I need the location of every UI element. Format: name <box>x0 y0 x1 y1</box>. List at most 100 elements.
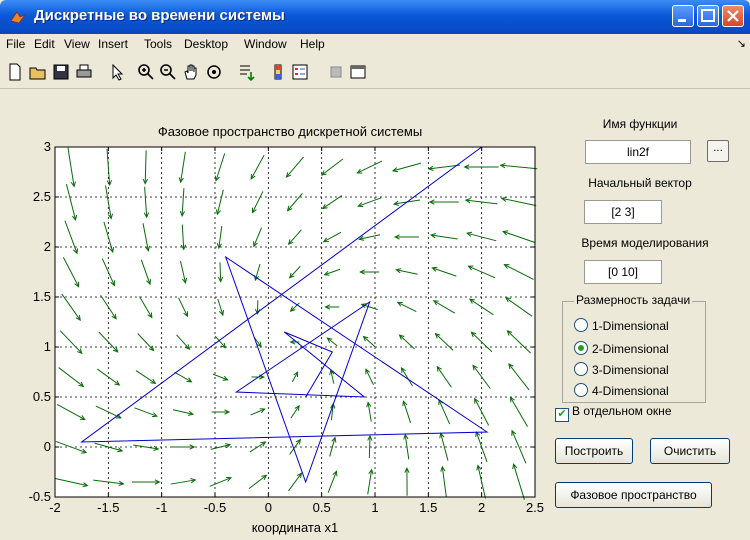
radio-3-dimensional[interactable]: 3-Dimensional <box>574 362 669 377</box>
radio-icon <box>574 318 588 332</box>
quiver-arrow-head <box>153 445 160 451</box>
menu-help[interactable]: Help <box>300 37 325 51</box>
quiver-arrow <box>438 399 451 425</box>
quiver-arrow <box>432 267 457 277</box>
quiver-arrow <box>327 471 337 493</box>
quiver-arrow <box>252 191 264 213</box>
quiver-arrow-head <box>356 168 363 174</box>
menu-file[interactable]: File <box>6 37 26 51</box>
quiver-arrow <box>396 269 418 275</box>
quiver-arrow-head <box>260 441 267 447</box>
colorbar-icon[interactable] <box>268 62 288 82</box>
quiver-arrow <box>172 409 194 415</box>
quiver-arrow-head <box>78 381 85 388</box>
print-icon[interactable] <box>74 62 94 82</box>
quiver-arrow <box>174 371 192 383</box>
quiver-arrow <box>248 474 267 490</box>
open-folder-icon[interactable] <box>28 62 48 82</box>
quiver-arrow <box>436 366 452 388</box>
quiver-arrow <box>321 158 344 176</box>
quiver-arrow-head <box>71 214 78 221</box>
quiver-arrow <box>105 185 112 219</box>
quiver-arrow <box>368 435 371 459</box>
radio-1-dimensional[interactable]: 1-Dimensional <box>574 318 669 333</box>
quiver-arrow <box>397 301 417 313</box>
maximize-button[interactable] <box>697 5 719 27</box>
x-tick-label: 1 <box>371 500 378 515</box>
quiver-arrow-head <box>256 341 262 348</box>
sim-time-field[interactable]: [0 10] <box>584 260 662 284</box>
quiver-arrow-head <box>472 364 478 371</box>
pan-hand-icon[interactable] <box>181 62 201 82</box>
minimize-button[interactable] <box>672 5 694 27</box>
quiver-arrow-head <box>404 467 410 473</box>
zoom-out-icon[interactable] <box>158 62 178 82</box>
zoom-in-icon[interactable] <box>136 62 156 82</box>
x-tick-label: 0 <box>265 500 272 515</box>
quiver-arrow <box>176 334 190 350</box>
separate-window-checkbox[interactable]: ✔ В отдельном окне <box>555 404 672 422</box>
save-icon[interactable] <box>51 62 71 82</box>
quiver-arrow <box>144 186 148 218</box>
quiver-arrow <box>367 402 372 422</box>
maximize-icon <box>701 9 715 22</box>
quiver-arrow-head <box>365 368 371 375</box>
quiver-arrow <box>181 188 185 216</box>
quiver-arrow <box>474 398 490 426</box>
phase-space-button[interactable]: Фазовое пространство <box>555 482 712 508</box>
show-plot-tools-icon[interactable] <box>348 62 368 82</box>
phase-space-plot[interactable]: -2 -1.5 -1 -0.5 0 0.5 1 1.5 2 2.5 -0.5 0 0.5 1 1.5 2 2.5… <box>0 89 550 540</box>
quiver-arrow-head <box>148 345 155 352</box>
y-tick-label: 0.5 <box>33 389 51 404</box>
quiver-arrow <box>399 334 415 350</box>
quiver-arrow-head <box>332 470 338 477</box>
menu-overflow-icon[interactable]: ↘ <box>736 38 746 50</box>
quiver-arrow-head <box>499 163 506 169</box>
quiver-arrow-head <box>474 397 480 404</box>
quiver-arrow <box>404 434 410 460</box>
quiver-arrow-head <box>429 233 436 239</box>
close-button[interactable] <box>722 5 744 27</box>
quiver-arrow <box>209 477 232 487</box>
quiver-arrow <box>324 268 341 276</box>
title-bar[interactable]: Дискретные во времени системы <box>0 0 750 34</box>
data-cursor-icon[interactable] <box>237 62 257 82</box>
quiver-arrow-head <box>509 396 515 403</box>
menu-insert[interactable]: Insert <box>98 37 129 51</box>
radio-2-dimensional[interactable]: 2-Dimensional <box>574 341 669 356</box>
quiver-arrow <box>287 193 303 211</box>
quiver-arrow <box>500 164 538 170</box>
menu-edit[interactable]: Edit <box>34 37 55 51</box>
quiver-arrow-head <box>440 465 446 472</box>
x-tick-label: -2 <box>49 500 61 515</box>
hide-plot-tools-icon[interactable] <box>326 62 346 82</box>
quiver-arrow-head <box>428 199 435 205</box>
quiver-arrow-head <box>331 436 337 443</box>
menu-view[interactable]: View <box>64 37 90 51</box>
menu-window[interactable]: Window <box>244 37 287 51</box>
quiver-arrow-head <box>465 231 473 237</box>
rotate-3d-icon[interactable] <box>204 62 224 82</box>
pointer-icon[interactable] <box>107 62 127 82</box>
new-file-icon[interactable] <box>5 62 25 82</box>
quiver-arrow <box>212 373 228 381</box>
radio-4-dimensional[interactable]: 4-Dimensional <box>574 383 669 398</box>
browse-button[interactable]: ... <box>707 140 729 162</box>
quiver-arrow-head <box>73 248 79 255</box>
x-tick-label: 2.5 <box>526 500 544 515</box>
y-tick-label: 2.5 <box>33 189 51 204</box>
plot-button[interactable]: Построить <box>555 438 633 464</box>
menu-tools[interactable]: Tools <box>144 37 173 51</box>
quiver-arrow-head <box>511 429 517 436</box>
quiver-arrow <box>103 221 114 253</box>
quiver-arrow-head <box>368 468 374 475</box>
function-name-field[interactable]: lin2f <box>585 140 691 164</box>
quiver-arrow-head <box>82 482 89 488</box>
quiver-arrow <box>401 367 413 387</box>
clear-button[interactable]: Очистить <box>650 438 730 464</box>
legend-icon[interactable] <box>290 62 310 82</box>
initial-vector-field[interactable]: [2 3] <box>584 200 662 224</box>
quiver-arrow <box>327 337 338 347</box>
menu-desktop[interactable]: Desktop <box>184 37 229 51</box>
